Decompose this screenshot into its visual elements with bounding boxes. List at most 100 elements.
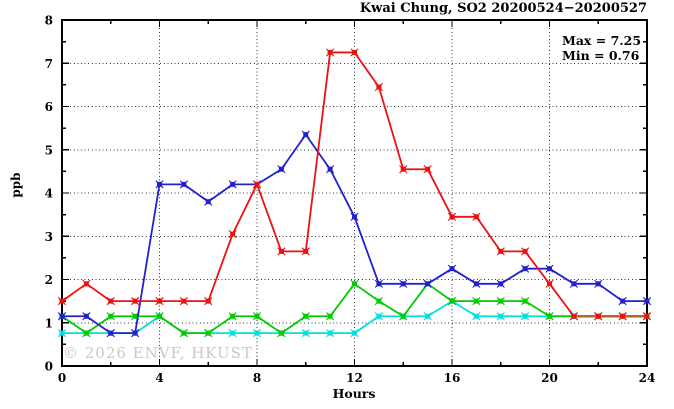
point-marker (569, 312, 578, 321)
point-marker (594, 312, 603, 321)
point-marker (399, 312, 408, 321)
point-marker (106, 312, 115, 321)
point-marker (545, 279, 554, 288)
point-marker (82, 329, 91, 338)
point-marker (277, 247, 286, 256)
point-marker (155, 180, 164, 189)
point-marker (496, 312, 505, 321)
point-marker (82, 312, 91, 321)
point-marker (131, 329, 140, 338)
point-marker (82, 279, 91, 288)
series-markers-blue (57, 130, 652, 338)
point-marker (179, 297, 188, 306)
max-min-annotation: Max = 7.25 Min = 0.76 (562, 33, 641, 63)
y-tick-label: 0 (45, 360, 53, 374)
point-marker (642, 297, 652, 306)
x-tick-label: 16 (444, 371, 461, 385)
point-marker (399, 279, 408, 288)
x-tick-label: 8 (253, 371, 261, 385)
point-marker (423, 279, 432, 288)
point-marker (472, 212, 481, 221)
point-marker (301, 247, 310, 256)
point-marker (618, 297, 627, 306)
point-marker (374, 297, 383, 306)
x-axis-label: Hours (332, 386, 376, 401)
series-markers-red (57, 48, 652, 321)
y-tick-label: 1 (45, 316, 53, 330)
point-marker (447, 212, 457, 221)
point-marker (228, 312, 237, 321)
point-marker (252, 329, 262, 338)
point-marker (521, 297, 530, 306)
chart-title: Kwai Chung, SO2 20200524−20200527 (359, 1, 647, 16)
point-marker (301, 312, 310, 321)
point-marker (252, 180, 262, 189)
point-marker (472, 279, 481, 288)
point-marker (521, 264, 530, 273)
point-marker (277, 165, 286, 174)
point-marker (228, 229, 237, 239)
point-marker (496, 297, 505, 306)
point-marker (228, 329, 237, 338)
point-marker (496, 279, 505, 288)
max-annotation: Max = 7.25 (562, 33, 642, 48)
point-marker (374, 82, 383, 92)
point-marker (204, 197, 213, 206)
point-marker (472, 312, 481, 321)
x-tick-label: 4 (155, 371, 163, 385)
min-annotation: Min = 0.76 (562, 48, 640, 63)
point-marker (155, 312, 164, 321)
y-tick-label: 5 (45, 143, 53, 157)
point-marker (545, 264, 554, 273)
point-marker (423, 165, 432, 174)
x-tick-label: 12 (346, 371, 363, 385)
point-marker (106, 329, 115, 338)
point-marker (545, 312, 554, 321)
gridlines (63, 21, 646, 365)
y-tick-label: 2 (45, 273, 53, 287)
point-marker (301, 329, 310, 338)
y-tick-label: 8 (45, 14, 53, 28)
y-tick-label: 4 (45, 187, 53, 201)
series-markers-green (57, 279, 652, 338)
point-marker (179, 329, 188, 338)
point-marker (277, 329, 286, 338)
point-marker (399, 165, 408, 174)
point-marker (57, 297, 67, 306)
y-tick-label: 7 (45, 57, 53, 71)
x-tick-label: 24 (639, 371, 656, 385)
point-marker (204, 297, 213, 306)
point-marker (228, 180, 237, 189)
y-tick-label: 3 (45, 230, 53, 244)
point-marker (155, 297, 164, 306)
watermark: © 2026 ENVF, HKUST (63, 344, 253, 362)
point-marker (350, 279, 359, 288)
point-marker (57, 312, 67, 321)
point-marker (521, 247, 530, 256)
point-marker (326, 312, 335, 321)
point-marker (642, 312, 652, 321)
point-marker (350, 48, 359, 57)
point-marker (447, 264, 457, 273)
y-axis-label: ppb (9, 172, 23, 198)
point-marker (350, 212, 359, 221)
point-marker (569, 279, 578, 288)
y-tick-label: 6 (45, 100, 53, 114)
point-marker (594, 279, 603, 288)
point-marker (57, 329, 67, 338)
point-marker (374, 279, 383, 288)
point-marker (326, 329, 335, 338)
point-marker (472, 297, 481, 306)
x-tick-label: 20 (541, 371, 558, 385)
point-marker (131, 297, 140, 306)
point-marker (521, 312, 530, 321)
point-marker (252, 312, 262, 321)
point-marker (106, 297, 115, 306)
point-marker (326, 165, 335, 174)
point-marker (374, 312, 383, 321)
point-marker (618, 312, 627, 321)
point-marker (423, 312, 432, 321)
x-tick-label: 0 (58, 371, 66, 385)
